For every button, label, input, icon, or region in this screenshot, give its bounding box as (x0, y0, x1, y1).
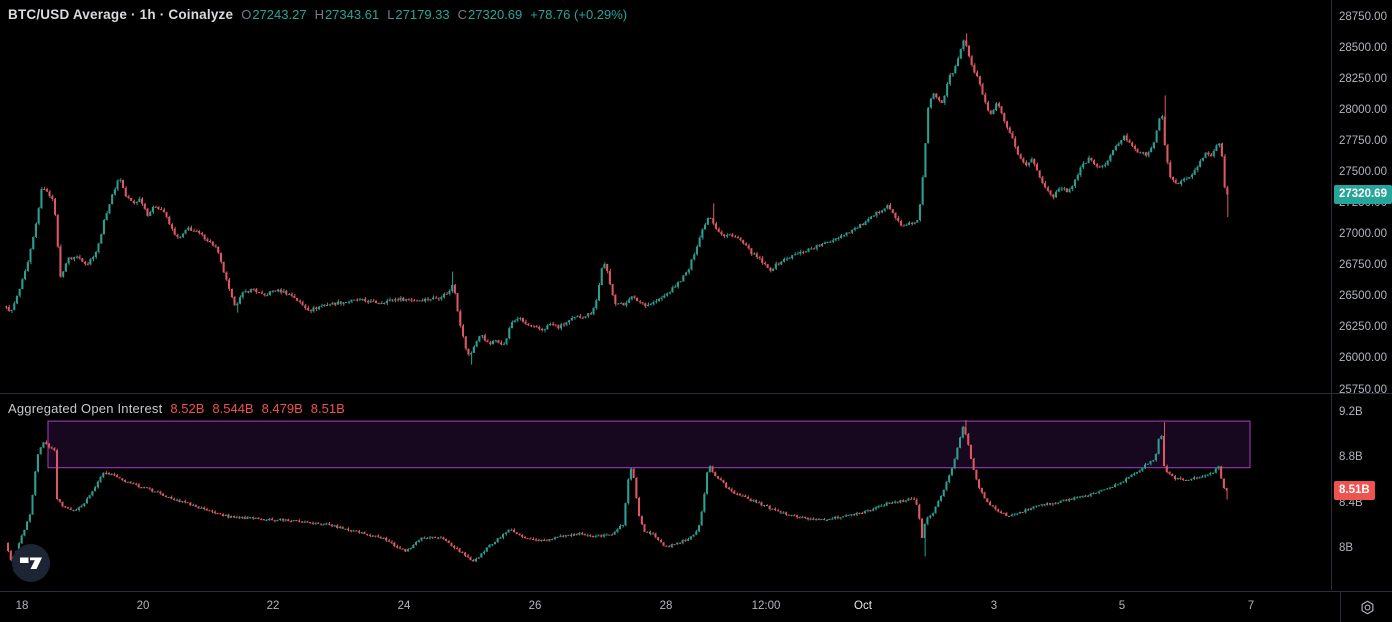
oi-high: 8.544B (212, 401, 254, 416)
axis-time-label: 3 (990, 600, 998, 612)
axis-time-label: 22 (266, 600, 280, 612)
oi-low: 8.479B (261, 401, 303, 416)
symbol-title: BTC/USD Average · 1h · Coinalyze (8, 7, 234, 22)
open-interest-pane[interactable] (0, 393, 1331, 590)
axis-time-label: 5 (1118, 600, 1126, 612)
axis-price-label: 25750.00 (1339, 383, 1387, 396)
axis-time-label: 12:00 (751, 600, 781, 612)
oi-open: 8.52B (170, 401, 205, 416)
axis-price-label: 27750.00 (1339, 135, 1387, 148)
axis-price-label: 8.4B (1339, 496, 1363, 509)
axis-price-label: 26750.00 (1339, 259, 1387, 272)
ohlc-open: O27243.27 (241, 7, 307, 22)
axis-price-label: 9.2B (1339, 405, 1363, 418)
axis-price-label: 27500.00 (1339, 166, 1387, 179)
price-scale[interactable]: 28750.00 28500.00 28250.00 28000.00 27750.00… (1331, 0, 1392, 590)
oi-title: Aggregated Open Interest (8, 401, 163, 416)
tradingview-logo[interactable] (12, 544, 50, 582)
ohlc-close: C27320.69 (457, 7, 523, 22)
axis-price-label: 26250.00 (1339, 321, 1387, 334)
main-legend: BTC/USD Average · 1h · Coinalyze O27243.… (8, 7, 627, 22)
axis-price-label: 28250.00 (1339, 73, 1387, 86)
price-candlestick-pane[interactable] (0, 0, 1331, 393)
pane-separator[interactable] (0, 393, 1392, 394)
last-oi-badge: 8.51B (1334, 480, 1375, 500)
rectangle-drawing[interactable] (47, 420, 1251, 469)
axis-time-label: 24 (397, 600, 411, 612)
last-price-badge: 27320.69 (1334, 185, 1392, 205)
axis-price-label: 26000.00 (1339, 352, 1387, 365)
axis-price-label: 28750.00 (1339, 11, 1387, 24)
gear-icon (1361, 600, 1373, 614)
ohlc-low: L27179.33 (387, 7, 450, 22)
axis-price-label: 26500.00 (1339, 290, 1387, 303)
axis-time-label: Oct (854, 600, 872, 612)
oi-legend: Aggregated Open Interest 8.52B 8.544B 8.… (8, 401, 345, 416)
axis-time-label: 28 (659, 600, 673, 612)
axis-price-label: 28500.00 (1339, 42, 1387, 55)
axis-time-label: 26 (528, 600, 542, 612)
ohlc-high: H27343.61 (314, 7, 380, 22)
axis-price-label: 27000.00 (1339, 228, 1387, 241)
axis-price-label: 28000.00 (1339, 104, 1387, 117)
price-change: +78.76 (+0.29%) (530, 7, 628, 22)
axis-price-label: 8.8B (1339, 451, 1363, 464)
axis-time-label: 7 (1247, 600, 1255, 612)
time-scale-settings-button[interactable] (1340, 592, 1392, 622)
axis-price-label: 8B (1339, 542, 1354, 555)
axis-time-label: 20 (136, 600, 150, 612)
axis-time-label: 18 (15, 600, 29, 612)
oi-close: 8.51B (310, 401, 345, 416)
time-scale[interactable]: 18 20 22 24 26 28 12:00 Oct 3 5 7 (0, 591, 1392, 622)
tradingview-logo-icon (12, 544, 50, 582)
